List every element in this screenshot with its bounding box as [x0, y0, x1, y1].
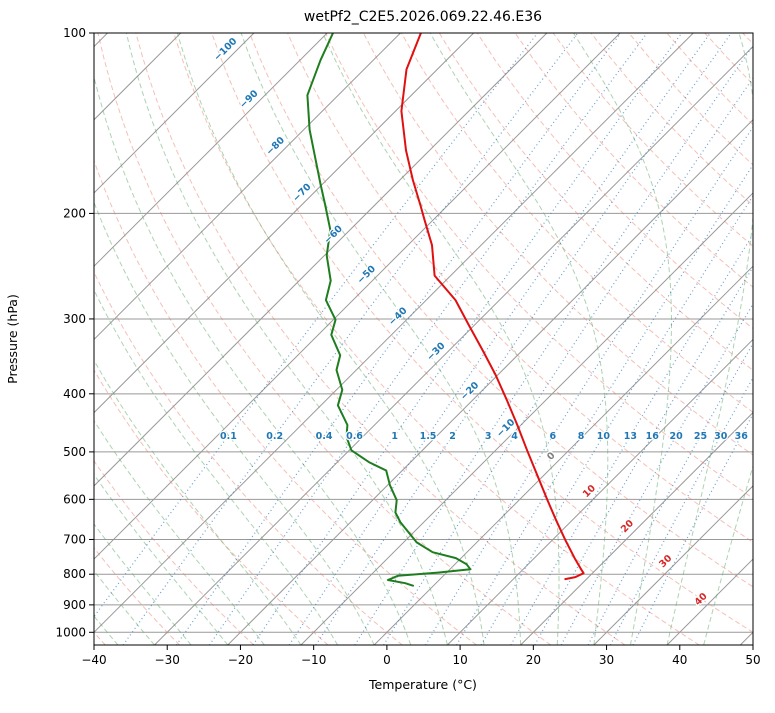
x-tick-label: 50	[745, 653, 760, 667]
mixing-ratio-label: 0.6	[346, 431, 363, 442]
y-tick-label: 100	[63, 26, 86, 40]
mixing-ratio-label: 0.1	[220, 431, 237, 442]
x-axis-label: Temperature (°C)	[368, 677, 477, 692]
mixing-ratio-label: 2	[449, 431, 456, 442]
x-tick-label: 0	[383, 653, 391, 667]
mixing-ratio-label: 13	[624, 431, 637, 442]
mixing-ratio-label: 6	[549, 431, 556, 442]
x-tick-label: 10	[452, 653, 467, 667]
mixing-ratio-label: 8	[578, 431, 585, 442]
x-tick-label: 20	[526, 653, 541, 667]
y-tick-label: 900	[63, 598, 86, 612]
y-tick-label: 600	[63, 492, 86, 506]
mixing-ratio-label: 0.2	[266, 431, 283, 442]
y-tick-label: 400	[63, 387, 86, 401]
y-tick-label: 300	[63, 312, 86, 326]
mixing-ratio-label: 4	[511, 431, 518, 442]
y-tick-label: 1000	[55, 625, 86, 639]
x-tick-label: −10	[301, 653, 326, 667]
mixing-ratio-label: 30	[714, 431, 728, 442]
x-tick-label: −30	[155, 653, 180, 667]
y-tick-label: 200	[63, 206, 86, 220]
y-axis-label: Pressure (hPa)	[5, 294, 20, 384]
x-tick-label: 40	[672, 653, 687, 667]
mixing-ratio-label: 25	[694, 431, 707, 442]
x-tick-label: −20	[228, 653, 253, 667]
y-tick-label: 800	[63, 567, 86, 581]
x-tick-label: −40	[81, 653, 106, 667]
y-tick-label: 500	[63, 445, 86, 459]
y-tick-label: 700	[63, 532, 86, 546]
mixing-ratio-label: 1.5	[420, 431, 437, 442]
x-tick-label: 30	[599, 653, 614, 667]
mixing-ratio-label: 20	[669, 431, 683, 442]
mixing-ratio-label: 36	[735, 431, 749, 442]
mixing-ratio-label: 0.4	[316, 431, 333, 442]
mixing-ratio-label: 1	[391, 431, 398, 442]
mixing-ratio-label: 10	[597, 431, 611, 442]
chart-title: wetPf2_C2E5.2026.069.22.46.E36	[304, 9, 542, 25]
mixing-ratio-label: 3	[485, 431, 492, 442]
mixing-ratio-label: 16	[646, 431, 660, 442]
